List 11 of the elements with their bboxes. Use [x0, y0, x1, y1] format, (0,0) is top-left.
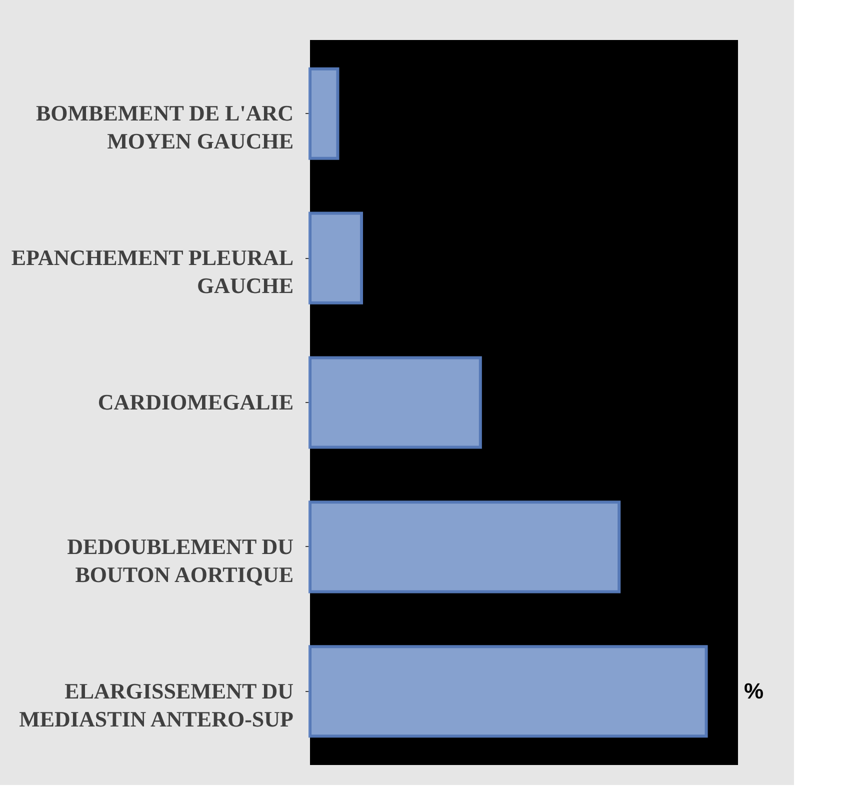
y-tick-label: BOMBEMENT DE L'ARC MOYEN GAUCHE	[36, 100, 294, 154]
y-tick-label: DEDOUBLEMENT DU BOUTON AORTIQUE	[67, 534, 294, 587]
bar	[308, 67, 340, 160]
bar	[308, 500, 621, 594]
bar	[308, 212, 364, 304]
bar	[308, 645, 708, 738]
y-tick-label: EPANCHEMENT PLEURAL GAUCHE	[11, 245, 294, 298]
y-tick-label: ELARGISSEMENT DU MEDIASTIN ANTERO-SUP	[19, 678, 294, 732]
text: %	[744, 678, 764, 704]
bar	[308, 356, 482, 449]
y-tick-label: CARDIOMEGALIE	[98, 390, 294, 414]
